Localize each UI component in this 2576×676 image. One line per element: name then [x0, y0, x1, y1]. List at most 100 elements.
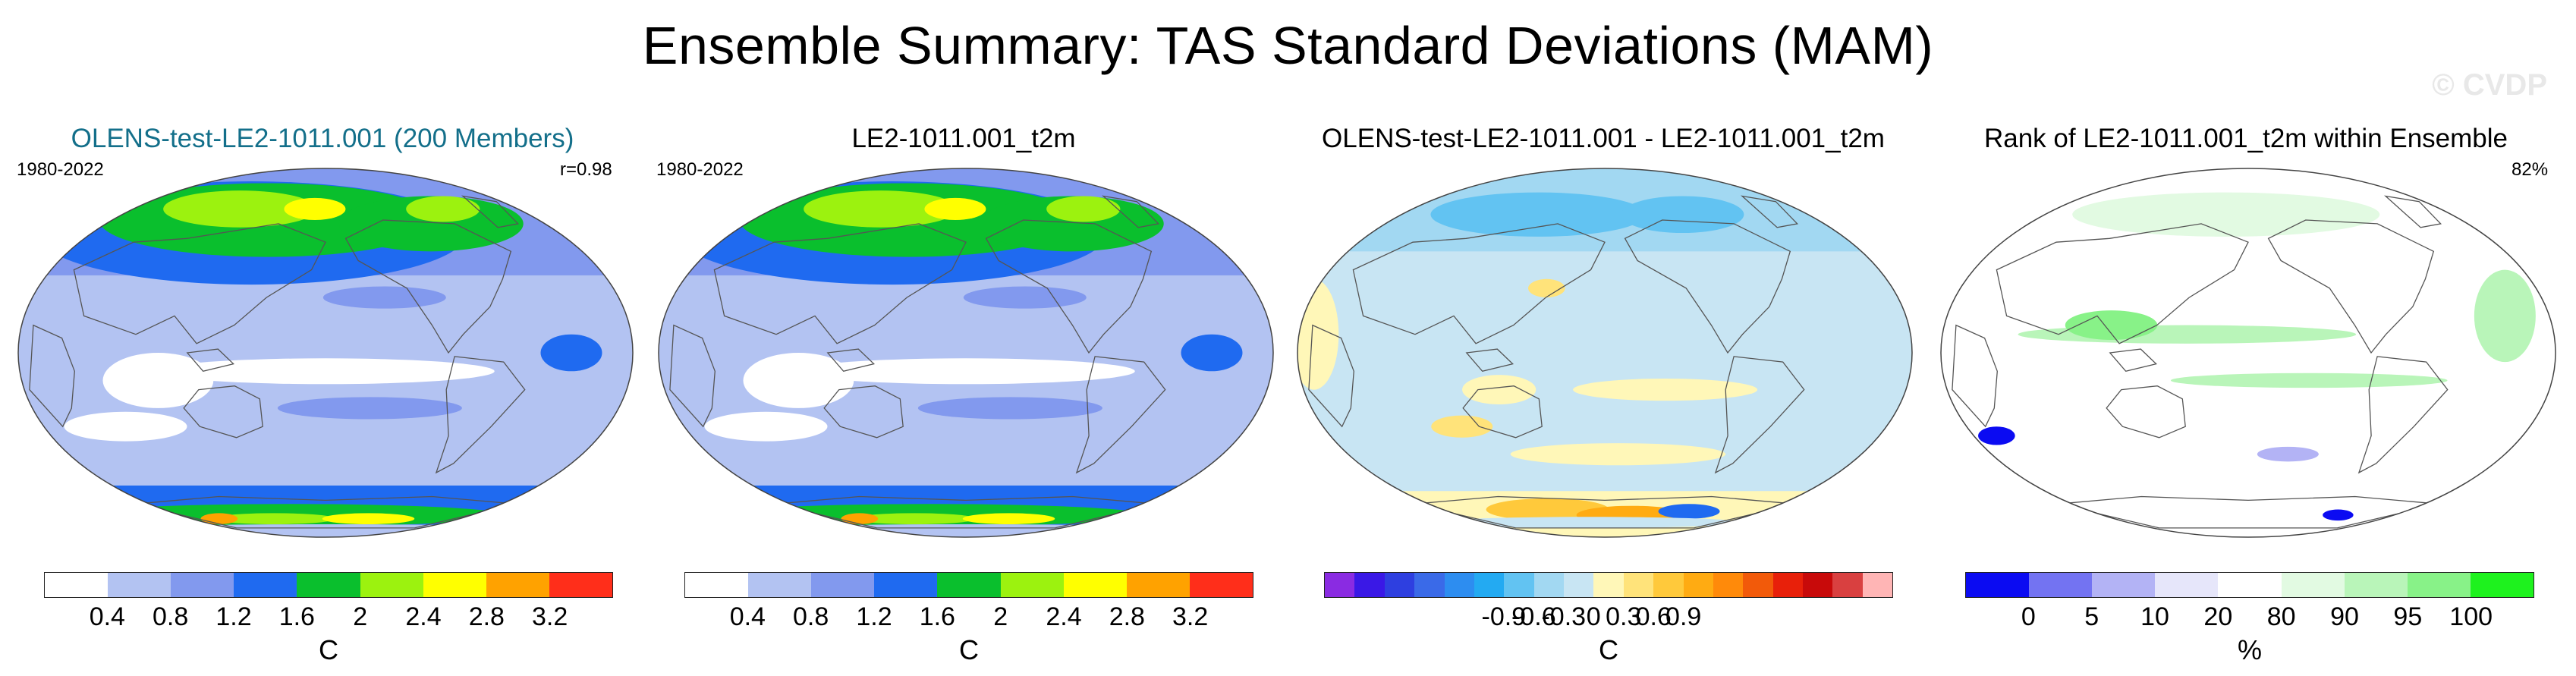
field-north-pacific	[322, 286, 446, 309]
colorbar-tick-label: 20	[2203, 602, 2233, 631]
colorbar-swatch	[1504, 573, 1534, 597]
coast-africa	[29, 324, 75, 428]
colorbar-swatch	[2470, 573, 2534, 597]
panel-1-correlation: r=0.98	[560, 159, 612, 180]
field-arctic-green	[2072, 192, 2380, 237]
colorbar-tick-label: 2	[993, 602, 1008, 631]
colorbar-tick-label: 5	[2084, 602, 2099, 631]
colorbar-swatch	[1713, 573, 1744, 597]
field-antarctic-interior	[1435, 517, 1743, 528]
field-antarctic-peak-b	[962, 513, 1055, 524]
map-field	[1297, 168, 1912, 537]
colorbar-swatch	[1743, 573, 1773, 597]
colorbar-unit-label: %	[2237, 634, 2263, 665]
coast-maritime	[2109, 348, 2158, 373]
colorbar-tick-label: 0	[1586, 602, 1601, 631]
panel-1-colorbar	[44, 572, 613, 598]
colorbar-tick-label: 2.4	[405, 602, 442, 631]
colorbar-tick-label: 2.8	[1109, 602, 1145, 631]
coast-antarctica	[2057, 495, 2439, 529]
colorbar-tick-label: 0.4	[729, 602, 766, 631]
field-north-pacific	[963, 286, 1087, 309]
field-japan	[1528, 278, 1565, 298]
colorbar-tick-label: 1.6	[919, 602, 955, 631]
panel-3-map	[1297, 168, 1913, 538]
field-south-indian-low	[64, 411, 187, 442]
field-pacific-green	[2170, 373, 2448, 388]
colorbar-swatch	[685, 573, 749, 597]
coast-greenland	[1741, 195, 1799, 228]
coast-south-america	[1075, 356, 1166, 474]
colorbar-swatch	[937, 573, 1001, 597]
colorbar-swatch	[2155, 573, 2219, 597]
field-indian-low	[743, 353, 854, 408]
colorbar-swatch	[1414, 573, 1445, 597]
coast-antarctica	[1414, 495, 1796, 529]
colorbar-swatch	[748, 573, 812, 597]
coast-greenland	[461, 195, 520, 228]
colorbar-unit-label: C	[959, 634, 979, 665]
colorbar-swatch	[1354, 573, 1385, 597]
panel-2-title: LE2-1011.001_t2m	[851, 124, 1076, 153]
colorbar-swatch	[1653, 573, 1684, 597]
coast-africa	[669, 324, 716, 428]
colorbar-tick-label: 1.2	[215, 602, 252, 631]
colorbar-tick-label: 2.8	[468, 602, 505, 631]
coast-asia	[73, 223, 326, 344]
panel-4-colorbar	[1965, 572, 2534, 598]
colorbar-swatch	[1474, 573, 1505, 597]
panel-4-rank-percent: 82%	[2512, 159, 2549, 180]
colorbar-tick-label: 0.9	[1665, 602, 1702, 631]
coast-north-america	[985, 219, 1153, 354]
field-antarctic-peak-a	[853, 513, 977, 524]
coast-australia	[823, 385, 904, 439]
field-south-pacific	[1573, 379, 1758, 401]
colorbar-swatch	[2344, 573, 2408, 597]
field-maritime-green	[2065, 310, 2158, 340]
panel-4-map	[1940, 168, 2556, 538]
colorbar-tick-label: -0.9	[1481, 602, 1527, 631]
colorbar-swatch	[1772, 573, 1803, 597]
field-indian-low-rank	[1978, 426, 2015, 445]
colorbar-swatch	[45, 573, 109, 597]
coast-australia	[2106, 385, 2186, 439]
colorbar-tick-label: 0.3	[1606, 602, 1642, 631]
coast-maritime	[1465, 348, 1514, 373]
coast-australia	[183, 385, 263, 439]
panel-1-period: 1980-2022	[17, 159, 104, 180]
field-antarctic-peak-b	[322, 513, 415, 524]
colorbar-swatch	[1533, 573, 1564, 597]
field-tropical-low	[797, 358, 1135, 385]
colorbar-swatch	[2281, 573, 2345, 597]
colorbar-tick-label: -0.6	[1511, 602, 1556, 631]
field-southern-low-rank	[2257, 446, 2319, 462]
coast-antarctica	[134, 495, 517, 529]
panel-3-colorbar	[1324, 572, 1893, 598]
map-boundary	[17, 168, 634, 538]
field-atlantic-high	[1181, 334, 1243, 372]
field-siberia	[163, 190, 317, 228]
panel-4-title: Rank of LE2-1011.001_t2m within Ensemble	[1983, 124, 2508, 153]
map-boundary	[1297, 168, 1913, 538]
field-south-pacific-band	[277, 397, 462, 420]
map-boundary	[1940, 168, 2556, 538]
field-arctic-peak	[924, 197, 986, 221]
colorbar-swatch	[1593, 573, 1624, 597]
colorbar-tick-label: 0.4	[89, 602, 125, 631]
coast-south-america	[1714, 356, 1805, 474]
colorbar-tick-label: 80	[2266, 602, 2296, 631]
map-field	[1941, 168, 2556, 537]
colorbar-tick-label: 2.4	[1046, 602, 1082, 631]
colorbar-tick-label: 90	[2330, 602, 2359, 631]
coast-north-america	[2267, 219, 2435, 354]
colorbar-swatch	[108, 573, 171, 597]
panel-2-colorbar	[684, 572, 1253, 598]
colorbar-swatch	[1000, 573, 1064, 597]
colorbar-tick-label: 0.8	[793, 602, 829, 631]
coast-north-america	[1624, 219, 1791, 354]
field-antarctic-cool	[1658, 504, 1720, 519]
colorbar-tick-label: -0.3	[1541, 602, 1587, 631]
colorbar-swatch	[1384, 573, 1415, 597]
figure-title: Ensemble Summary: TAS Standard Deviation…	[642, 16, 1934, 75]
coast-south-america	[435, 356, 526, 474]
